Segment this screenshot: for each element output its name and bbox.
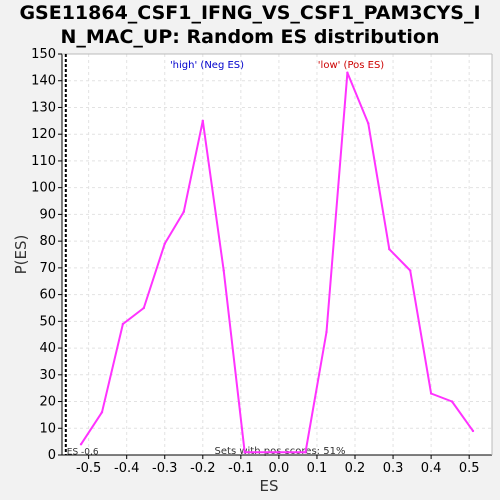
y-tick-label: 120 — [31, 127, 56, 142]
y-tick-label: 80 — [39, 234, 56, 249]
y-tick-label: 90 — [39, 207, 56, 222]
data-point — [388, 247, 391, 251]
data-point — [325, 330, 328, 334]
data-point — [243, 451, 246, 454]
chart-title-line-1: GSE11864_CSF1_IFNG_VS_CSF1_PAM3CYS_I — [19, 2, 481, 24]
y-tick-label: 150 — [31, 47, 56, 62]
plot-area — [62, 54, 492, 455]
y-tick-label: 100 — [31, 181, 56, 196]
data-point — [450, 400, 454, 403]
x-tick-label: 0.3 — [383, 461, 404, 476]
y-tick-label: 10 — [39, 421, 56, 436]
data-point — [367, 122, 370, 125]
y-tick-label: 40 — [39, 341, 56, 356]
data-point — [304, 451, 307, 454]
y-tick-label: 70 — [39, 261, 56, 276]
data-point — [408, 269, 412, 272]
x-tick-label: -0.3 — [152, 461, 177, 476]
x-tick-label: 0.0 — [269, 461, 290, 476]
es-marker-label: ES -0.6 — [67, 448, 99, 458]
data-point — [121, 322, 125, 326]
y-tick-label: 50 — [39, 314, 56, 329]
y-tick-label: 110 — [31, 154, 56, 169]
x-tick-label: -0.5 — [76, 461, 101, 476]
y-tick-label: 30 — [39, 368, 56, 383]
x-tick-label: -0.1 — [228, 461, 253, 476]
distribution-line — [80, 71, 474, 454]
y-tick-label: 130 — [31, 100, 56, 115]
y-tick-label: 140 — [31, 74, 56, 89]
data-point — [182, 210, 185, 213]
y-axis-label: P(ES) — [12, 235, 30, 275]
y-tick-label: 20 — [39, 395, 56, 410]
x-tick-label: -0.2 — [190, 461, 215, 476]
low-pos-es-label: 'low' (Pos ES) — [318, 60, 385, 71]
data-point — [142, 306, 146, 310]
x-axis-label: ES — [260, 477, 279, 495]
y-tick-label: 0 — [48, 448, 56, 463]
x-tick-label: 0.4 — [421, 461, 442, 476]
data-point — [79, 443, 83, 446]
y-tick-label: 60 — [39, 288, 56, 303]
data-point — [201, 119, 204, 123]
data-point — [222, 269, 225, 272]
x-tick-label: 0.2 — [345, 461, 366, 476]
data-point — [163, 242, 166, 246]
high-neg-es-label: 'high' (Neg ES) — [170, 60, 244, 71]
chart-title-line-2: N_MAC_UP: Random ES distribution — [60, 26, 440, 48]
x-tick-label: 0.5 — [459, 461, 480, 476]
data-point — [346, 71, 349, 74]
x-tick-label: -0.4 — [114, 461, 139, 476]
data-point — [100, 411, 104, 414]
data-point — [429, 392, 433, 395]
data-point — [471, 429, 475, 433]
x-tick-label: 0.1 — [307, 461, 328, 476]
